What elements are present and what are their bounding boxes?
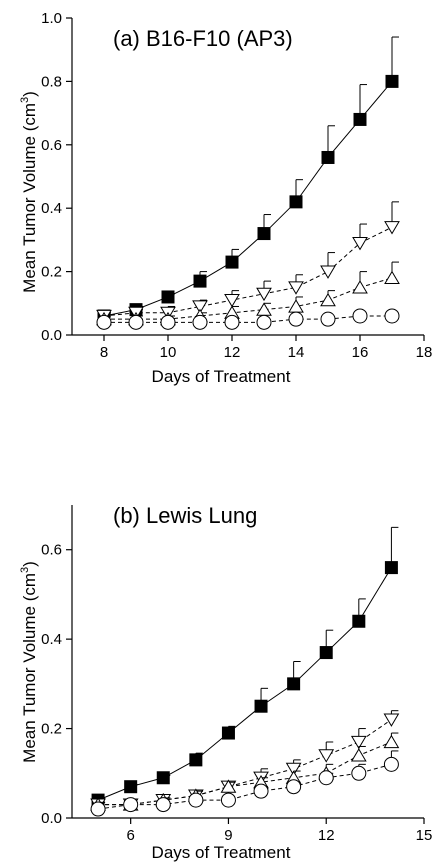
data-point-triangle-up-open xyxy=(288,299,304,313)
data-point-triangle-down-open xyxy=(350,735,367,750)
y-tick-label-b: 0.4 xyxy=(41,631,62,648)
data-point-circle-open xyxy=(256,314,272,330)
chart-title-b: (b) Lewis Lung xyxy=(113,503,257,528)
x-tick-label-a: 14 xyxy=(288,344,305,361)
data-point-square-filled xyxy=(225,255,239,269)
x-tick-label-a: 12 xyxy=(224,344,241,361)
data-point-triangle-down-open xyxy=(318,749,335,763)
data-point-square-filled xyxy=(221,726,235,740)
x-tick-label-a: 8 xyxy=(100,344,108,361)
data-point-triangle-down-open xyxy=(352,236,368,251)
data-point-square-filled xyxy=(161,290,175,304)
series-line-square-filled-a xyxy=(103,81,393,317)
y-tick-label-b: 0.6 xyxy=(41,542,62,559)
data-point-triangle-down-open xyxy=(384,221,400,235)
data-point-square-filled xyxy=(353,112,367,126)
x-axis-label-a: Days of Treatment xyxy=(152,367,291,386)
data-point-circle-open xyxy=(253,783,269,799)
chart-title-a: (a) B16-F10 (AP3) xyxy=(113,26,293,51)
data-point-square-filled xyxy=(124,780,138,794)
series-line-triangle-up-open-b xyxy=(98,741,392,806)
data-point-circle-open xyxy=(155,797,171,813)
data-point-square-filled xyxy=(321,150,335,164)
data-point-triangle-up-open xyxy=(383,734,400,749)
x-tick-label-a: 16 xyxy=(352,344,369,361)
data-point-triangle-up-open xyxy=(352,280,368,294)
data-point-circle-open xyxy=(160,314,176,330)
y-axis-label-a: Mean Tumor Volume (cm3) xyxy=(19,91,39,293)
series-line-circle-open-a xyxy=(104,315,392,323)
data-point-square-filled xyxy=(352,614,366,628)
x-tick-label-b: 9 xyxy=(224,827,232,844)
data-point-circle-open xyxy=(128,314,144,330)
data-point-triangle-down-open xyxy=(285,762,302,777)
data-point-circle-open xyxy=(90,801,106,817)
data-point-circle-open xyxy=(192,314,208,330)
data-point-triangle-down-open xyxy=(383,713,400,727)
data-point-circle-open xyxy=(384,308,400,324)
y-tick-label-b: 0.0 xyxy=(41,810,62,827)
data-point-circle-open xyxy=(123,797,139,813)
data-point-circle-open xyxy=(352,308,368,324)
data-point-circle-open xyxy=(188,792,204,808)
data-point-square-filled xyxy=(189,753,203,767)
data-point-triangle-up-open xyxy=(384,270,400,285)
y-tick-label-a: 0.0 xyxy=(41,327,62,344)
chart-panel-b: (b) Lewis Lung Days of Treatment Mean Tu… xyxy=(19,503,432,862)
data-point-square-filled xyxy=(156,771,170,785)
data-point-triangle-down-open xyxy=(288,281,304,295)
x-tick-label-b: 12 xyxy=(318,827,335,844)
data-point-square-filled xyxy=(257,227,271,241)
x-tick-label-b: 15 xyxy=(416,827,433,844)
data-point-square-filled xyxy=(289,195,303,209)
data-point-triangle-up-open xyxy=(320,292,336,307)
series-line-circle-open-b xyxy=(98,763,392,810)
series-line-triangle-down-open-a xyxy=(103,226,393,317)
data-point-circle-open xyxy=(96,314,112,330)
data-point-circle-open xyxy=(318,770,334,786)
y-tick-label-a: 0.4 xyxy=(41,200,62,217)
data-point-circle-open xyxy=(220,792,236,808)
data-point-triangle-down-open xyxy=(224,294,240,308)
data-point-square-filled xyxy=(385,74,399,88)
data-point-circle-open xyxy=(383,756,399,772)
data-point-square-filled xyxy=(254,699,268,713)
data-point-square-filled xyxy=(287,677,301,691)
data-point-square-filled xyxy=(193,274,207,288)
data-point-triangle-down-open xyxy=(256,287,272,302)
data-point-triangle-down-open xyxy=(192,300,208,314)
data-point-triangle-down-open xyxy=(320,265,336,279)
data-point-square-filled xyxy=(319,646,333,660)
y-tick-label-a: 0.8 xyxy=(41,73,62,90)
x-tick-label-b: 6 xyxy=(126,827,134,844)
data-point-circle-open xyxy=(320,311,336,327)
data-point-circle-open xyxy=(286,779,302,795)
data-point-triangle-up-open xyxy=(350,748,367,762)
y-tick-label-a: 0.2 xyxy=(41,264,62,281)
data-point-triangle-up-open xyxy=(220,779,237,793)
data-point-circle-open xyxy=(351,765,367,781)
x-axis-label-b: Days of Treatment xyxy=(152,843,291,862)
series-line-square-filled-b xyxy=(97,567,392,801)
y-axis-label-b: Mean Tumor Volume (cm3) xyxy=(19,561,39,763)
chart-panel-a: (a) B16-F10 (AP3) Days of Treatment Mean… xyxy=(19,10,432,386)
x-tick-label-a: 18 xyxy=(416,344,433,361)
y-tick-label-b: 0.2 xyxy=(41,721,62,738)
data-point-square-filled xyxy=(384,561,398,575)
y-tick-label-a: 0.6 xyxy=(41,137,62,154)
x-tick-label-a: 10 xyxy=(160,344,177,361)
data-point-circle-open xyxy=(224,314,240,330)
y-tick-label-a: 1.0 xyxy=(41,10,62,27)
data-point-circle-open xyxy=(288,311,304,327)
data-point-triangle-up-open xyxy=(256,302,272,316)
